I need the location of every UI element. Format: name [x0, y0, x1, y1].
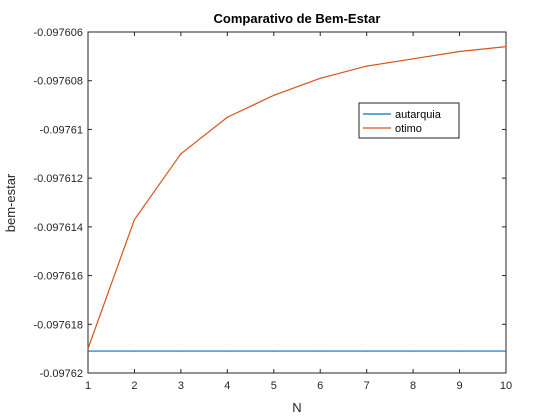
- x-tick-label: 5: [271, 380, 277, 392]
- series-layer: [87, 46, 507, 352]
- y-axis: -0.097606 -0.097608 -0.09761 -0.097612 -0.09…: [33, 27, 506, 380]
- x-tick-label: 6: [317, 380, 323, 392]
- legend: autarquia otimo: [358, 102, 460, 139]
- x-tick-label: 10: [500, 380, 512, 392]
- y-tick-label: -0.097614: [33, 222, 83, 234]
- data-point-otimo: [180, 153, 182, 155]
- data-point-otimo: [133, 218, 136, 221]
- data-point-otimo: [505, 46, 507, 48]
- y-tick-label: -0.09762: [40, 368, 83, 380]
- series-line-otimo: [87, 46, 507, 349]
- x-tick-label: 7: [364, 380, 370, 392]
- x-tick-label: 1: [85, 380, 91, 392]
- y-tick-label: -0.097618: [33, 319, 83, 331]
- x-axis: 1 2 3 4 5 6 7 8 9 10: [85, 32, 512, 392]
- data-point-autarquia: [133, 350, 136, 352]
- data-point-autarquia: [458, 350, 461, 352]
- data-point-otimo: [87, 348, 89, 350]
- data-point-autarquia: [273, 350, 275, 352]
- y-tick-label: -0.097612: [33, 173, 83, 185]
- data-point-autarquia: [366, 350, 368, 352]
- chart-title: Comparativo de Bem-Estar: [214, 11, 381, 26]
- data-point-otimo: [366, 65, 368, 67]
- data-point-autarquia: [226, 350, 228, 352]
- x-tick-label: 2: [131, 380, 137, 392]
- plot-area: [87, 31, 507, 374]
- x-tick-label: 9: [456, 380, 462, 392]
- data-point-otimo: [458, 50, 461, 53]
- y-axis-label: bem-estar: [3, 173, 18, 232]
- data-point-autarquia: [505, 350, 507, 352]
- data-point-otimo: [319, 77, 321, 79]
- y-tick-label: -0.097606: [33, 27, 83, 39]
- data-point-autarquia: [180, 350, 182, 352]
- data-point-autarquia: [412, 350, 414, 352]
- y-tick-label: -0.097616: [33, 271, 83, 283]
- x-tick-label: 8: [410, 380, 416, 392]
- data-point-otimo: [273, 94, 275, 96]
- x-tick-label: 4: [224, 380, 230, 392]
- y-tick-label: -0.09761: [40, 124, 83, 136]
- legend-label-autarquia: autarquia: [395, 109, 442, 121]
- data-point-autarquia: [87, 350, 89, 352]
- data-point-otimo: [226, 116, 228, 118]
- legend-label-otimo: otimo: [395, 123, 422, 135]
- y-tick-label: -0.097608: [33, 76, 83, 88]
- x-axis-label: N: [292, 400, 301, 415]
- data-point-otimo: [412, 58, 414, 60]
- data-point-autarquia: [319, 350, 321, 352]
- legend-box: [358, 102, 460, 139]
- x-tick-label: 3: [178, 380, 184, 392]
